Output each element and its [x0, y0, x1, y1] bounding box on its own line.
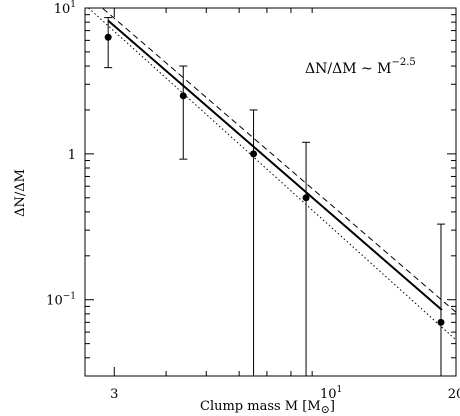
data-point-group-5	[436, 223, 445, 376]
data-point	[179, 92, 187, 100]
y-tick-label-exponent: −1	[63, 292, 76, 302]
data-point	[250, 150, 258, 158]
x-axis-title-end: ]	[330, 399, 335, 414]
data-point-group-2	[179, 65, 188, 160]
y-tick-label: 101	[54, 0, 76, 17]
y-tick-label: 1	[68, 148, 76, 163]
annotation-exponent: −2.5	[392, 57, 416, 68]
x-tick-label-exponent: 1	[337, 385, 343, 395]
x-tick-label: 101	[320, 385, 342, 402]
series-line-solid	[107, 19, 443, 311]
x-tick-label: 20	[448, 387, 460, 402]
data-point-group-3	[249, 109, 258, 376]
power-law-annotation: ΔN/ΔM ~ M−2.5	[305, 57, 416, 77]
series-line-dashed	[101, 8, 456, 313]
data-point	[302, 194, 310, 202]
x-axis-title: Clump mass M [M⊙]	[200, 399, 335, 416]
x-tick-label-base: 10	[320, 387, 337, 402]
y-tick-label-exponent: 1	[70, 0, 76, 10]
data-points	[104, 17, 445, 376]
tick-labels: 310120101110−1	[46, 0, 460, 402]
annotation-text: ΔN/ΔM ~ M	[305, 61, 392, 77]
series-line-dotted	[88, 8, 456, 341]
x-tick-label: 3	[110, 387, 118, 402]
series-lines	[88, 8, 456, 341]
y-tick-label: 10−1	[46, 292, 76, 309]
plot-area	[84, 7, 457, 377]
x-axis-title-sub: ⊙	[321, 403, 330, 416]
data-point	[437, 318, 445, 326]
axis-ticks	[85, 7, 457, 377]
y-axis-title: ΔN/ΔM	[13, 169, 28, 217]
data-point	[104, 33, 112, 41]
data-point-group-1	[104, 17, 113, 69]
y-tick-label-base: 10	[46, 294, 63, 309]
y-tick-label-base: 10	[54, 2, 71, 17]
plot-frame	[84, 7, 457, 377]
data-point-group-4	[302, 141, 311, 376]
x-axis-title-text: Clump mass M [M	[200, 399, 321, 414]
